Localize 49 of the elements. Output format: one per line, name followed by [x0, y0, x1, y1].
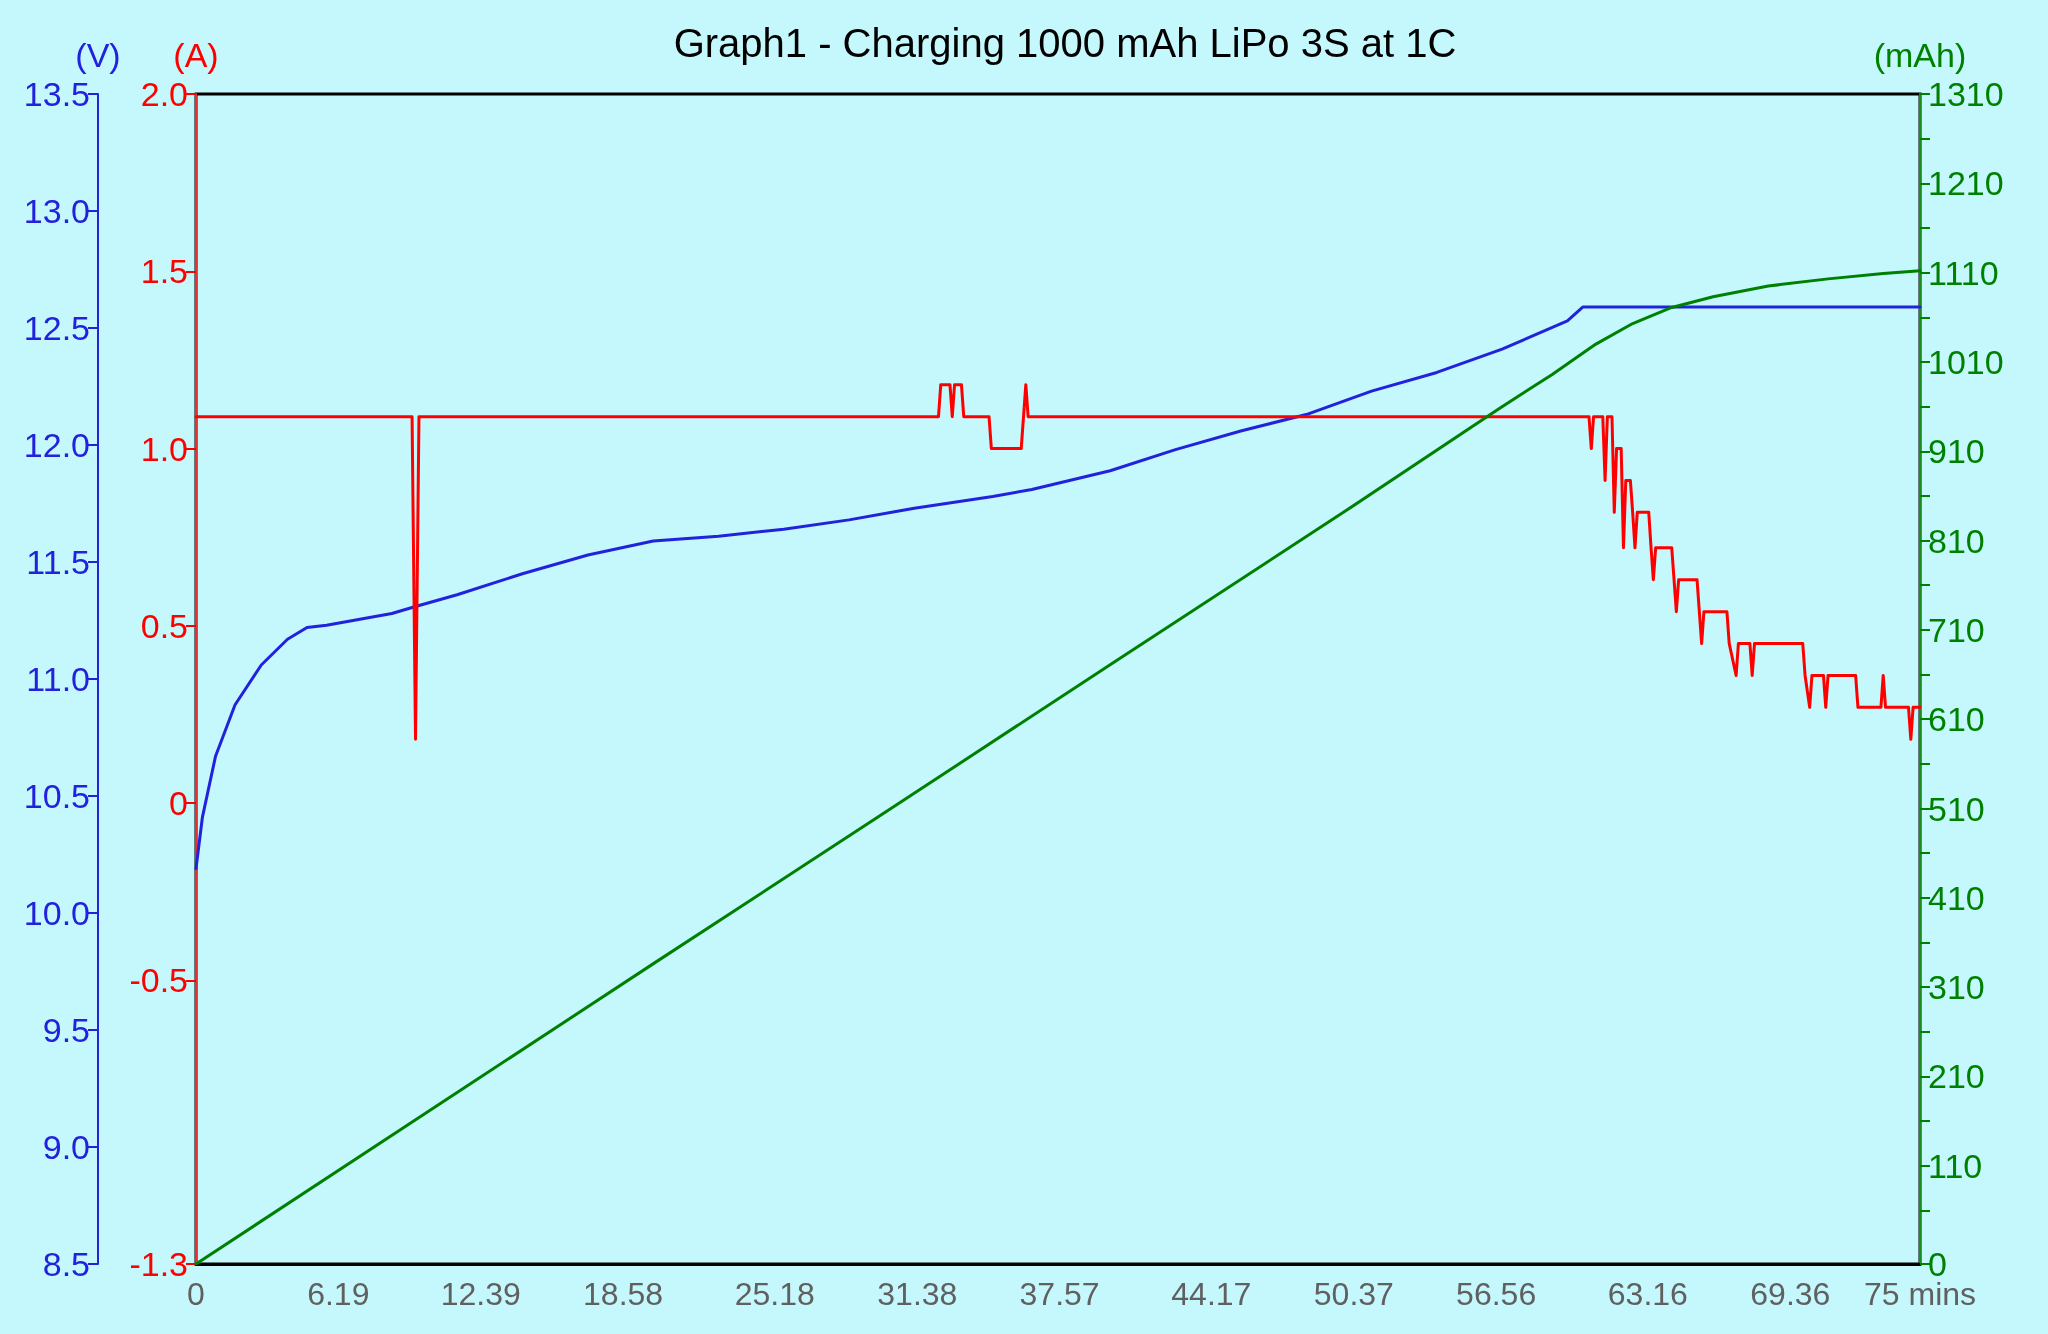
x-tick-label: 0	[187, 1276, 205, 1312]
y3-axis-title: (mAh)	[1873, 36, 1967, 74]
y3-tick-label: 410	[1928, 878, 1985, 917]
y2-tick-label: -0.5	[129, 961, 188, 1000]
y2-tick-label: 2.0	[140, 75, 188, 113]
x-tick-label: 63.16	[1607, 1276, 1688, 1312]
y3-tick-label: 510	[1928, 789, 1985, 828]
y-tick-label: 12.0	[23, 426, 90, 464]
y3-tick-label: 610	[1928, 700, 1985, 739]
y-tick-label: 10.0	[23, 894, 90, 932]
y2-axis-title: (A)	[173, 36, 219, 74]
x-tick-label: 69.36	[1750, 1276, 1831, 1312]
y2-tick-label: 0	[169, 784, 188, 823]
y3-tick-label: 910	[1928, 432, 1985, 471]
y2-tick-label: 0.5	[140, 606, 188, 645]
y-tick-label: 10.5	[23, 777, 90, 815]
y2-tick-label: 1.0	[140, 429, 188, 468]
x-tick-label: 6.19	[307, 1276, 370, 1312]
x-tick-label: 12.39	[440, 1276, 521, 1312]
line-series	[194, 305, 1922, 871]
y-tick-label: 13.5	[23, 75, 90, 113]
y3-tick-label: 310	[1928, 968, 1985, 1007]
y-tick-label: 9.5	[42, 1011, 90, 1049]
y-tick-label: 11.5	[26, 543, 90, 581]
y3-tick-label: 210	[1928, 1057, 1985, 1096]
y3-tick-label: 1110	[1928, 253, 1999, 292]
y3-tick-label: 710	[1928, 610, 1985, 649]
line-series	[194, 383, 1922, 741]
y2-tick-label: 1.5	[140, 252, 188, 291]
y3-tick-label: 1310	[1928, 75, 2004, 113]
y-axis-title: (V)	[75, 36, 121, 74]
y-tick-label: 11.0	[26, 660, 90, 698]
x-tick-label: 25.18	[734, 1276, 815, 1312]
chart-title: Graph1 - Charging 1000 mAh LiPo 3S at 1C	[673, 21, 1457, 65]
x-tick-label: 18.58	[583, 1276, 664, 1312]
y3-tick-label: 110	[1928, 1146, 1983, 1185]
x-tick-label: 37.57	[1019, 1276, 1100, 1312]
y3-tick-label: 1210	[1928, 164, 2004, 203]
y-tick-label: 9.0	[42, 1128, 90, 1166]
y2-tick-label: -1.3	[129, 1245, 188, 1283]
x-tick-label: 50.37	[1313, 1276, 1394, 1312]
y3-tick-label: 1010	[1928, 342, 2004, 381]
x-tick-label: 44.17	[1171, 1276, 1252, 1312]
x-tick-label: 31.38	[877, 1276, 958, 1312]
y-tick-label: 12.5	[23, 309, 90, 347]
y-tick-label: 13.0	[23, 192, 90, 230]
x-tick-label: 56.56	[1456, 1276, 1537, 1312]
y3-tick-label: 810	[1928, 521, 1985, 560]
y-tick-label: 8.5	[42, 1245, 90, 1283]
